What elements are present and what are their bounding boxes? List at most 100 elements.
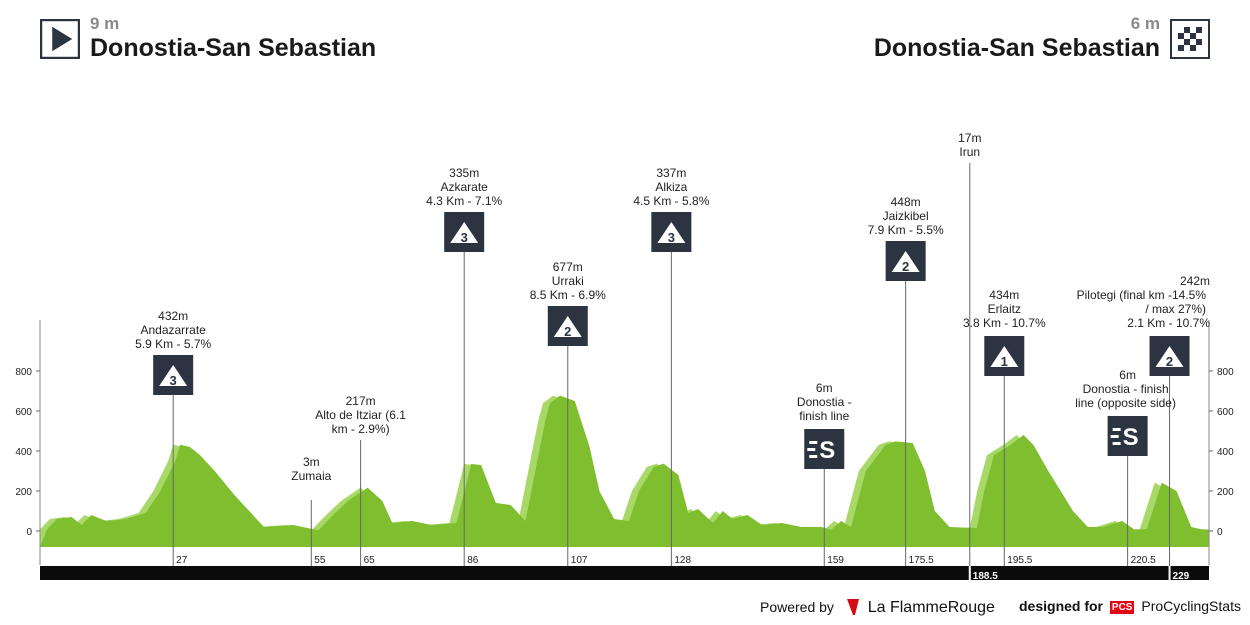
- point-name: Irun: [959, 145, 980, 159]
- sprint-icon-stripe: [807, 448, 816, 451]
- climb-badge-category: 2: [564, 324, 571, 339]
- climb-altitude: 434m: [989, 288, 1019, 302]
- climb-badge-category: 3: [170, 373, 177, 388]
- climb-detail: 4.5 Km - 5.8%: [633, 194, 709, 208]
- climb-altitude: 242m: [1180, 274, 1210, 288]
- climb-badge-triangle-icon: [450, 222, 479, 243]
- km-label: 55: [314, 555, 326, 566]
- climb-badge-triangle-icon: [657, 222, 686, 243]
- sprint-icon-stripe: [1110, 435, 1119, 438]
- y-tick-label-right: 400: [1217, 447, 1234, 458]
- climb-badge-category: 2: [1166, 354, 1173, 369]
- y-tick-label-left: 200: [15, 487, 32, 498]
- lfr-brand: La FlammeRouge: [867, 599, 995, 616]
- km-label-start: 0: [43, 552, 50, 566]
- flamme-rouge-icon: [846, 599, 859, 615]
- km-bar-marker: [1168, 566, 1171, 580]
- y-tick-label-left: 600: [15, 407, 32, 418]
- climb-altitude: 677m: [553, 260, 583, 274]
- climb-name: Alkiza: [655, 180, 687, 194]
- checkered-flag-icon: [1170, 19, 1210, 59]
- climb-name: / max 27%): [1145, 302, 1206, 316]
- climb-badge-category: 3: [461, 230, 468, 245]
- sprint-icon: S: [819, 437, 835, 464]
- sprint-icon-stripe: [1112, 428, 1121, 431]
- climb-name: Pilotegi (final km -14.5%: [1077, 288, 1207, 302]
- sprint-icon: S: [1123, 424, 1139, 451]
- y-tick-label-right: 800: [1217, 367, 1234, 378]
- profile-area-shade: [40, 395, 1209, 547]
- km-label: 65: [364, 555, 376, 566]
- km-label: 27: [176, 555, 188, 566]
- climb-detail: 3.8 Km - 10.7%: [963, 316, 1046, 330]
- climb-altitude: 335m: [449, 166, 479, 180]
- point-name: Alto de Itziar (6.1: [315, 408, 406, 422]
- y-tick-label-left: 400: [15, 447, 32, 458]
- climb-altitude: 432m: [158, 309, 188, 323]
- designed-for: designed for PCS ProCyclingStats: [1019, 598, 1241, 614]
- km-label: 128: [674, 555, 691, 566]
- climb-badge-category: 2: [902, 259, 909, 274]
- km-label: 220.5: [1131, 555, 1156, 566]
- sprint-icon-stripe: [809, 441, 818, 444]
- pcs-logo: PCS: [1109, 601, 1135, 614]
- sprint-name: line (opposite side): [1075, 396, 1176, 410]
- sprint-altitude: 6m: [816, 381, 833, 395]
- climb-badge-triangle-icon: [159, 365, 188, 386]
- climb-detail: 4.3 Km - 7.1%: [426, 194, 502, 208]
- climb-detail: 2.1 Km - 10.7%: [1127, 316, 1210, 330]
- km-label: 159: [827, 555, 844, 566]
- sprint-name: finish line: [799, 409, 849, 423]
- point-name: Zumaia: [291, 469, 331, 483]
- km-label: 195.5: [1007, 555, 1032, 566]
- start-town: Donostia-San Sebastian: [90, 34, 377, 62]
- finish-altitude: 6 m: [1130, 14, 1160, 33]
- climb-detail: 8.5 Km - 6.9%: [530, 288, 606, 302]
- climb-badge-triangle-icon: [1155, 346, 1184, 367]
- powered-by: Powered by La FlammeRouge: [760, 598, 995, 617]
- km-label: 175.5: [909, 555, 934, 566]
- climb-name: Erlaitz: [988, 302, 1021, 316]
- start-altitude: 9 m: [90, 14, 120, 33]
- climb-name: Jaizkibel: [883, 209, 929, 223]
- sprint-altitude: 6m: [1119, 368, 1136, 382]
- climb-altitude: 337m: [656, 166, 686, 180]
- distance-bar: [40, 566, 1209, 580]
- y-tick-label-left: 800: [15, 367, 32, 378]
- climb-name: Urraki: [552, 274, 584, 288]
- km-label-end: 237: [1186, 552, 1206, 566]
- climb-detail: 5.9 Km - 5.7%: [135, 337, 211, 351]
- y-tick-label-right: 600: [1217, 407, 1234, 418]
- climb-name: Andazarrate: [140, 323, 206, 337]
- km-label: 86: [467, 555, 479, 566]
- designed-label: designed for: [1019, 598, 1104, 614]
- pcs-brand: ProCyclingStats: [1141, 598, 1241, 614]
- powered-label: Powered by: [760, 599, 834, 615]
- finish-town: Donostia-San Sebastian: [873, 34, 1160, 62]
- climb-name: Azkarate: [441, 180, 489, 194]
- y-tick-label-right: 0: [1217, 527, 1223, 538]
- sprint-icon-stripe: [809, 455, 818, 458]
- point-altitude: 17m: [958, 131, 981, 145]
- climb-badge-triangle-icon: [891, 251, 920, 272]
- point-altitude: 217m: [346, 394, 376, 408]
- climb-badge-triangle-icon: [990, 346, 1019, 367]
- y-tick-label-right: 200: [1217, 487, 1234, 498]
- climb-altitude: 448m: [891, 195, 921, 209]
- climb-badge-triangle-icon: [553, 316, 582, 337]
- start-flag-icon: [40, 19, 80, 59]
- km-label: 107: [571, 555, 588, 566]
- km-bar-marker: [968, 566, 971, 580]
- climb-detail: 7.9 Km - 5.5%: [868, 223, 944, 237]
- point-name: km - 2.9%): [332, 422, 390, 436]
- y-tick-label-left: 0: [26, 527, 32, 538]
- km-label: 188.5: [973, 571, 998, 582]
- climb-badge-category: 1: [1001, 354, 1008, 369]
- sprint-icon-stripe: [1112, 442, 1121, 445]
- sprint-name: Donostia -: [797, 395, 852, 409]
- sprint-name: Donostia - finish: [1083, 382, 1169, 396]
- km-label: 229: [1173, 571, 1190, 582]
- climb-badge-category: 3: [668, 230, 675, 245]
- point-altitude: 3m: [303, 455, 320, 469]
